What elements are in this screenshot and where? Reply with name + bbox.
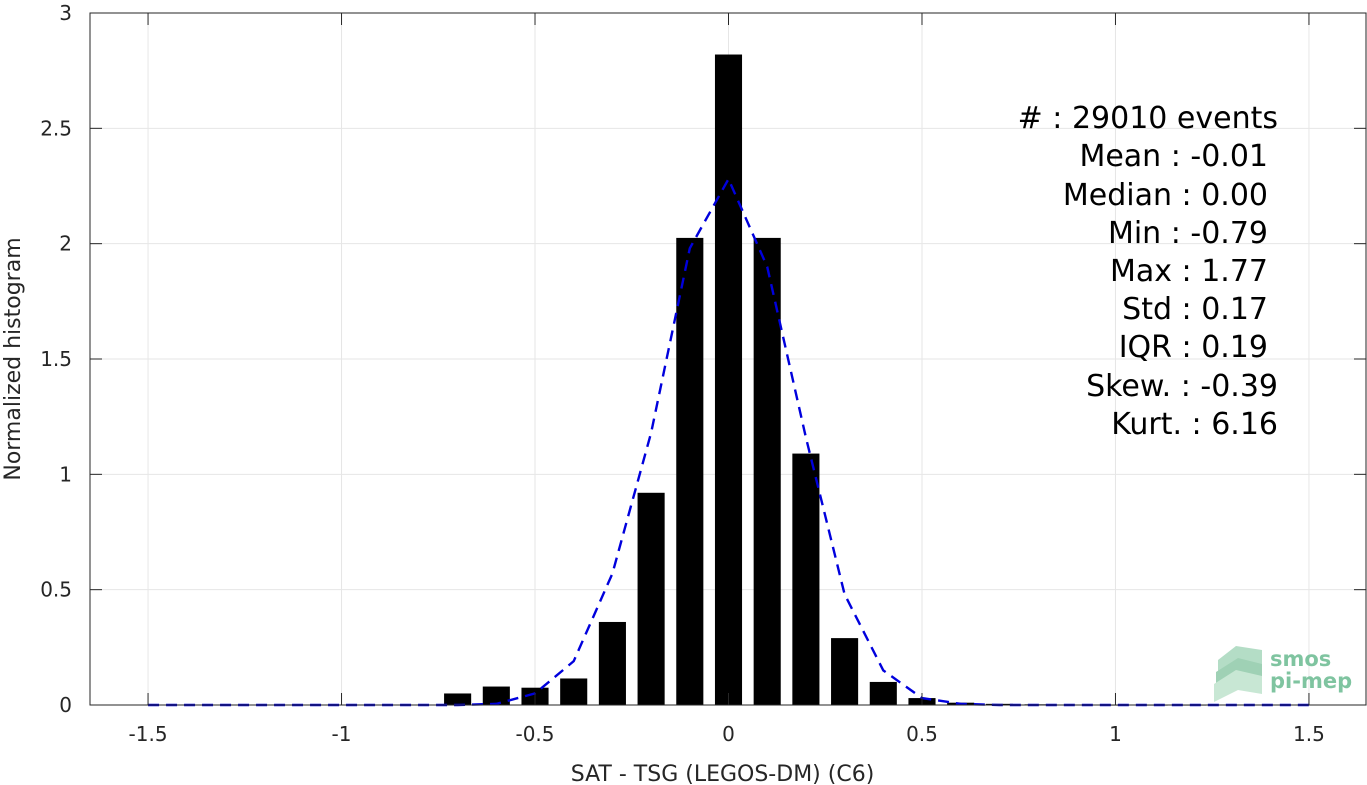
stat-kurt: Kurt. : 6.16 (1111, 407, 1278, 442)
y-tick-label: 1.5 (40, 347, 72, 371)
stat-std: Std : 0.17 (1122, 292, 1268, 327)
stat-skew: Skew. : -0.39 (1086, 369, 1278, 404)
y-tick-labels: 0 0.5 1 1.5 2 2.5 3 (40, 1, 72, 717)
stat-iqr: IQR : 0.19 (1119, 330, 1268, 365)
axis-ticks (90, 12, 1366, 706)
stat-median: Median : 0.00 (1063, 178, 1268, 213)
histogram-bar (831, 638, 859, 705)
histogram-bar (444, 693, 472, 705)
histogram-bar (637, 492, 665, 705)
logo-text-smos: smos (1270, 647, 1331, 671)
histogram-bar (482, 686, 510, 705)
histogram-bar (560, 678, 588, 705)
y-tick-label: 0 (59, 693, 72, 717)
stat-min: Min : -0.79 (1108, 216, 1268, 251)
logo-waves-icon (1214, 646, 1262, 702)
x-tick-label: 1.5 (1293, 722, 1325, 746)
logo-text-pimep: pi-mep (1270, 669, 1352, 693)
histogram-bar (676, 237, 704, 705)
histogram-bar (714, 54, 743, 705)
y-tick-label: 0.5 (40, 578, 72, 602)
x-tick-label: 0.5 (906, 722, 938, 746)
stat-max: Max : 1.77 (1110, 254, 1268, 289)
smos-pimep-logo: smos pi-mep (1214, 646, 1352, 702)
y-tick-label: 3 (59, 1, 72, 25)
y-tick-label: 2.5 (40, 116, 72, 140)
x-tick-labels: -1.5 -1 -0.5 0 0.5 1 1.5 (129, 722, 1325, 746)
y-tick-label: 2 (59, 232, 72, 256)
histogram-bar (753, 237, 781, 705)
histogram-bar (792, 453, 820, 705)
x-tick-label: -0.5 (515, 722, 554, 746)
histogram-bar (598, 621, 626, 705)
x-axis-label: SAT - TSG (LEGOS-DM) (C6) (571, 762, 875, 785)
stat-mean: Mean : -0.01 (1079, 139, 1268, 174)
histogram-bar (869, 681, 897, 705)
histogram-bars (444, 54, 1323, 706)
stat-events: # : 29010 events (1018, 101, 1278, 136)
x-tick-label: 0 (722, 722, 735, 746)
statistics-box: # : 29010 events Mean : -0.01 Median : 0… (1018, 101, 1278, 442)
x-tick-label: -1 (332, 722, 352, 746)
x-tick-label: 1 (1109, 722, 1122, 746)
y-tick-label: 1 (59, 462, 72, 486)
y-axis-label: Normalized histogram (1, 237, 26, 480)
x-tick-label: -1.5 (129, 722, 168, 746)
